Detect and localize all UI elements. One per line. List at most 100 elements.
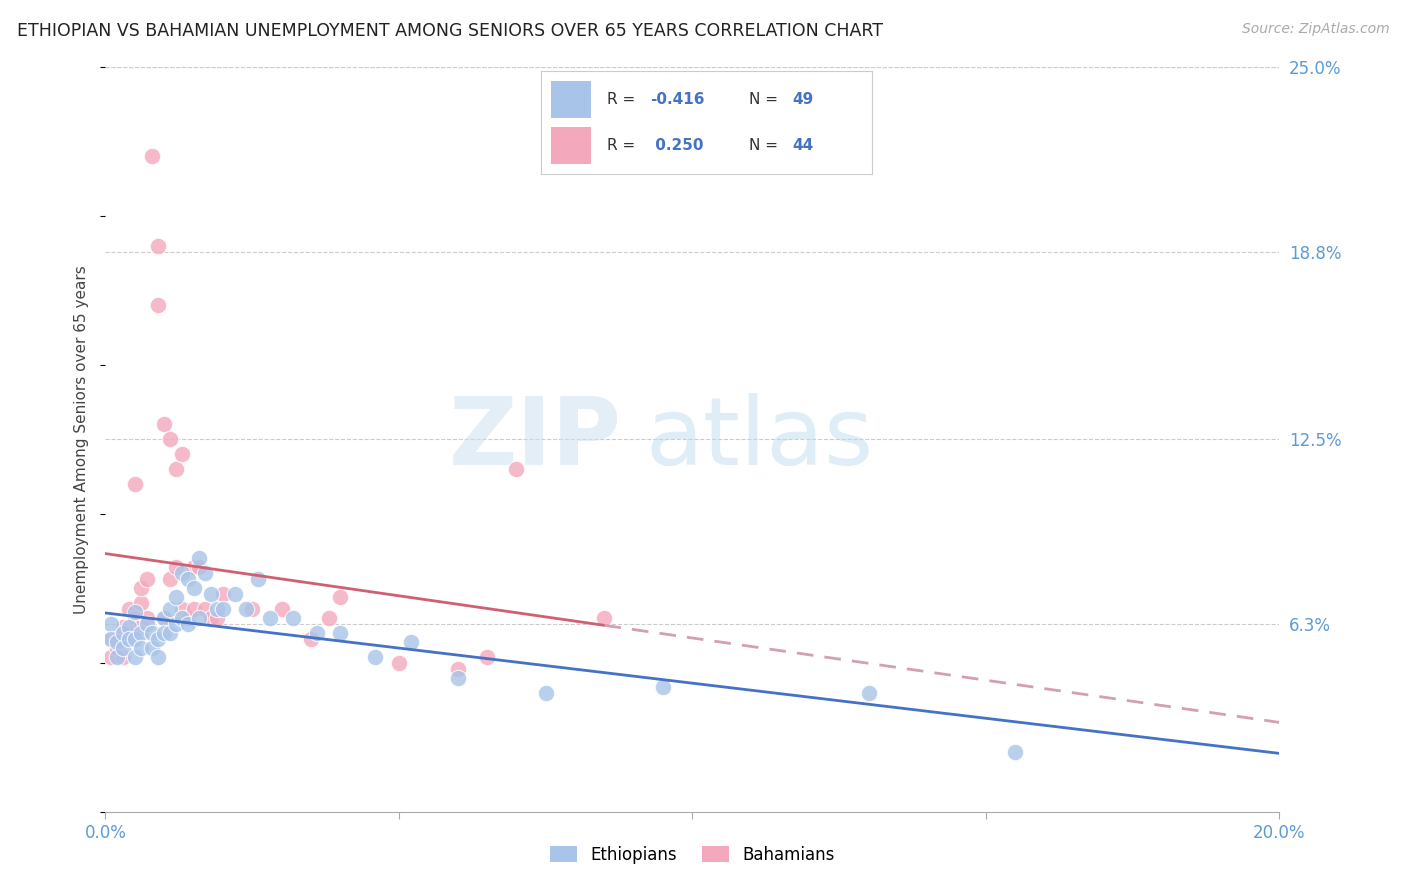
Point: [153, 417, 176, 432]
Point: [593, 611, 616, 625]
Point: [135, 572, 157, 586]
Point: [170, 447, 193, 461]
Point: [283, 611, 305, 625]
Point: [124, 611, 146, 625]
Point: [188, 611, 211, 625]
Point: [148, 298, 170, 312]
Point: [240, 602, 263, 616]
Point: [247, 572, 270, 586]
Text: N =: N =: [749, 137, 783, 153]
Point: [141, 149, 163, 163]
Point: [399, 635, 422, 649]
Point: [135, 611, 157, 625]
Text: R =: R =: [607, 137, 641, 153]
Point: [153, 611, 176, 625]
Point: [259, 611, 281, 625]
Legend: Ethiopians, Bahamians: Ethiopians, Bahamians: [544, 839, 841, 871]
Point: [165, 462, 187, 476]
Point: [129, 620, 152, 634]
Point: [135, 617, 157, 632]
Point: [165, 560, 187, 574]
Point: [112, 626, 135, 640]
Point: [183, 560, 205, 574]
Point: [129, 582, 152, 596]
Text: N =: N =: [749, 92, 783, 106]
Point: [100, 632, 122, 646]
Point: [188, 560, 211, 574]
Point: [141, 640, 163, 655]
Text: Source: ZipAtlas.com: Source: ZipAtlas.com: [1241, 22, 1389, 37]
Point: [148, 238, 170, 252]
Point: [100, 649, 122, 664]
Point: [165, 591, 187, 605]
Point: [105, 649, 128, 664]
Point: [100, 632, 122, 646]
Point: [129, 626, 152, 640]
Bar: [551, 127, 591, 163]
Point: [159, 572, 181, 586]
Point: [159, 433, 181, 447]
Point: [299, 632, 322, 646]
Point: [176, 611, 198, 625]
Point: [183, 602, 205, 616]
Point: [505, 462, 527, 476]
Point: [105, 640, 128, 655]
Point: [235, 602, 257, 616]
Point: [388, 656, 411, 670]
Point: [652, 680, 675, 694]
Point: [129, 596, 152, 610]
Point: [211, 587, 233, 601]
Point: [176, 617, 198, 632]
Point: [194, 602, 217, 616]
Point: [205, 602, 228, 616]
Bar: [551, 80, 591, 118]
Point: [124, 649, 146, 664]
Point: [329, 591, 352, 605]
Point: [141, 626, 163, 640]
Point: [124, 605, 146, 619]
Point: [112, 640, 135, 655]
Point: [148, 649, 170, 664]
Point: [118, 602, 141, 616]
Point: [858, 685, 880, 699]
Point: [534, 685, 557, 699]
Point: [153, 611, 176, 625]
Point: [170, 611, 193, 625]
Point: [165, 617, 187, 632]
Point: [329, 626, 352, 640]
Point: [124, 632, 146, 646]
Point: [148, 632, 170, 646]
Point: [194, 566, 217, 581]
Y-axis label: Unemployment Among Seniors over 65 years: Unemployment Among Seniors over 65 years: [75, 265, 90, 614]
Point: [112, 649, 135, 664]
Point: [305, 626, 328, 640]
Point: [188, 551, 211, 566]
Text: 44: 44: [793, 137, 814, 153]
Point: [211, 602, 233, 616]
Point: [170, 566, 193, 581]
Text: R =: R =: [607, 92, 641, 106]
Point: [205, 611, 228, 625]
Point: [270, 602, 292, 616]
Point: [475, 649, 498, 664]
Text: -0.416: -0.416: [651, 92, 704, 106]
Point: [105, 632, 128, 646]
Point: [446, 662, 468, 676]
Text: ZIP: ZIP: [449, 393, 621, 485]
Point: [100, 617, 122, 632]
Point: [364, 649, 387, 664]
Point: [200, 587, 222, 601]
Point: [118, 620, 141, 634]
Text: ETHIOPIAN VS BAHAMIAN UNEMPLOYMENT AMONG SENIORS OVER 65 YEARS CORRELATION CHART: ETHIOPIAN VS BAHAMIAN UNEMPLOYMENT AMONG…: [17, 22, 883, 40]
Point: [159, 626, 181, 640]
Text: 49: 49: [793, 92, 814, 106]
Point: [1004, 745, 1026, 759]
Point: [176, 572, 198, 586]
Point: [183, 582, 205, 596]
Point: [224, 587, 246, 601]
Point: [446, 671, 468, 685]
Point: [112, 620, 135, 634]
Point: [118, 632, 141, 646]
Point: [318, 611, 340, 625]
Point: [118, 626, 141, 640]
